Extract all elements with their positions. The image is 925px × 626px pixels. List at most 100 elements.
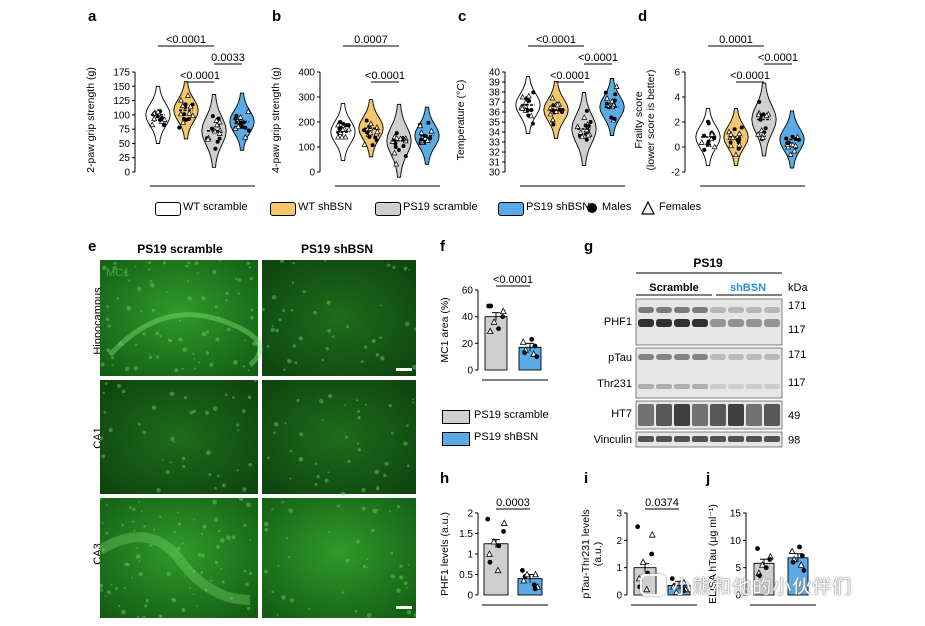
neuron-mark xyxy=(371,528,375,533)
male-point xyxy=(534,354,540,360)
neuron-mark xyxy=(132,507,136,512)
neuron-mark xyxy=(105,504,108,506)
neuron-mark xyxy=(212,499,217,505)
neuron-mark xyxy=(345,559,350,563)
neuron-mark xyxy=(142,332,146,336)
blot-band xyxy=(728,384,744,389)
neuron-mark xyxy=(103,410,107,414)
blot-band xyxy=(710,354,726,360)
neuron-mark xyxy=(169,391,175,397)
neuron-mark xyxy=(356,442,360,445)
y-axis-label: pTau-Thr231 levels xyxy=(580,509,592,598)
neuron-mark xyxy=(133,529,136,532)
female-point xyxy=(214,121,221,128)
neuron-mark xyxy=(413,612,416,618)
blot-marker: 171 xyxy=(788,300,806,312)
male-point xyxy=(487,559,493,565)
female-point xyxy=(393,160,400,167)
male-point xyxy=(337,126,342,131)
chart-a-violin: 0 25 50 75 100 125 150 175 2-paw grip strength (… xyxy=(85,34,255,187)
neuron-mark xyxy=(307,607,310,610)
pvalue-bracket-1-label: <0.0001 xyxy=(550,70,590,82)
neuron-mark xyxy=(242,409,246,413)
male-point xyxy=(739,125,744,130)
neuron-mark xyxy=(216,474,220,478)
neuron-mark xyxy=(325,346,330,351)
panel-label-e: e xyxy=(88,238,97,255)
neuron-mark xyxy=(237,292,241,295)
neuron-mark xyxy=(116,297,119,300)
male-point xyxy=(243,125,248,130)
female-point xyxy=(791,147,798,154)
blot-band xyxy=(710,307,726,313)
neuron-mark xyxy=(376,487,379,491)
female-point xyxy=(367,129,374,136)
neuron-mark xyxy=(100,588,103,592)
male-point xyxy=(344,123,349,128)
female-point xyxy=(787,151,794,157)
blot-band xyxy=(656,319,672,327)
neuron-mark xyxy=(121,523,124,527)
male-point xyxy=(419,137,424,142)
male-point xyxy=(737,137,742,142)
neuron-mark xyxy=(279,260,285,263)
neuron-mark xyxy=(326,300,331,305)
male-point xyxy=(364,118,369,123)
neuron-mark xyxy=(184,264,188,268)
male-point xyxy=(501,529,506,534)
male-point xyxy=(362,128,367,133)
chart-j-bar: 0 5 10 15 ELISA hTau (μg ml⁻¹) xyxy=(707,504,816,606)
neuron-mark xyxy=(362,564,366,569)
neuron-mark xyxy=(224,393,228,397)
y-tick-label: 1 xyxy=(467,550,473,561)
neuron-mark xyxy=(357,416,361,420)
legend-label-males: Males xyxy=(602,201,632,213)
neuron-mark xyxy=(121,389,126,394)
scale-bar xyxy=(396,606,412,609)
female-point xyxy=(237,114,244,120)
neuron-mark xyxy=(321,358,324,362)
neuron-mark xyxy=(172,440,175,443)
pvalue-bracket-1-label: <0.0001 xyxy=(365,70,405,82)
neuron-mark xyxy=(118,341,122,346)
neuron-mark xyxy=(105,317,110,322)
blot-row-label: Vinculin xyxy=(594,434,632,446)
neuron-mark xyxy=(166,572,171,577)
neuron-mark xyxy=(213,517,219,522)
male-point xyxy=(705,142,710,147)
scale-bar xyxy=(396,368,412,371)
blot-band xyxy=(638,436,654,442)
neuron-mark xyxy=(411,398,414,401)
female-point xyxy=(184,92,191,98)
male-point xyxy=(551,122,556,127)
neuron-mark xyxy=(318,398,324,404)
y-tick-label: 39 xyxy=(489,78,501,89)
male-point xyxy=(532,343,538,349)
neuron-mark xyxy=(405,321,410,327)
neuron-mark xyxy=(376,508,379,511)
y-tick-label: 60 xyxy=(462,286,474,297)
female-point xyxy=(519,93,526,100)
panel-label-f: f xyxy=(440,238,445,255)
female-point xyxy=(648,531,656,538)
male-point xyxy=(603,90,608,95)
blot-band xyxy=(746,404,762,426)
neuron-mark xyxy=(197,271,199,274)
chart-i-bar: 0 1 2 3 pTau-Thr231 levels (a.u.) 0.0374 xyxy=(580,497,697,606)
y-tick-label: 0.5 xyxy=(459,570,473,581)
male-point xyxy=(609,115,614,120)
blot-band xyxy=(746,384,762,389)
female-point xyxy=(179,102,186,109)
blot-band xyxy=(764,436,780,442)
y-axis-label: PHF1 levels (a.u.) xyxy=(439,512,451,596)
neuron-mark xyxy=(134,265,137,268)
neuron-mark xyxy=(252,341,257,346)
y-tick-label: 5 xyxy=(735,563,741,574)
blot-band xyxy=(728,354,744,360)
blot-band xyxy=(746,307,762,313)
micrograph-col-label-1: PS19 scramble xyxy=(137,242,223,256)
neuron-mark xyxy=(197,361,201,364)
male-point xyxy=(158,117,163,122)
male-point xyxy=(182,112,187,117)
neuron-mark xyxy=(366,558,369,561)
